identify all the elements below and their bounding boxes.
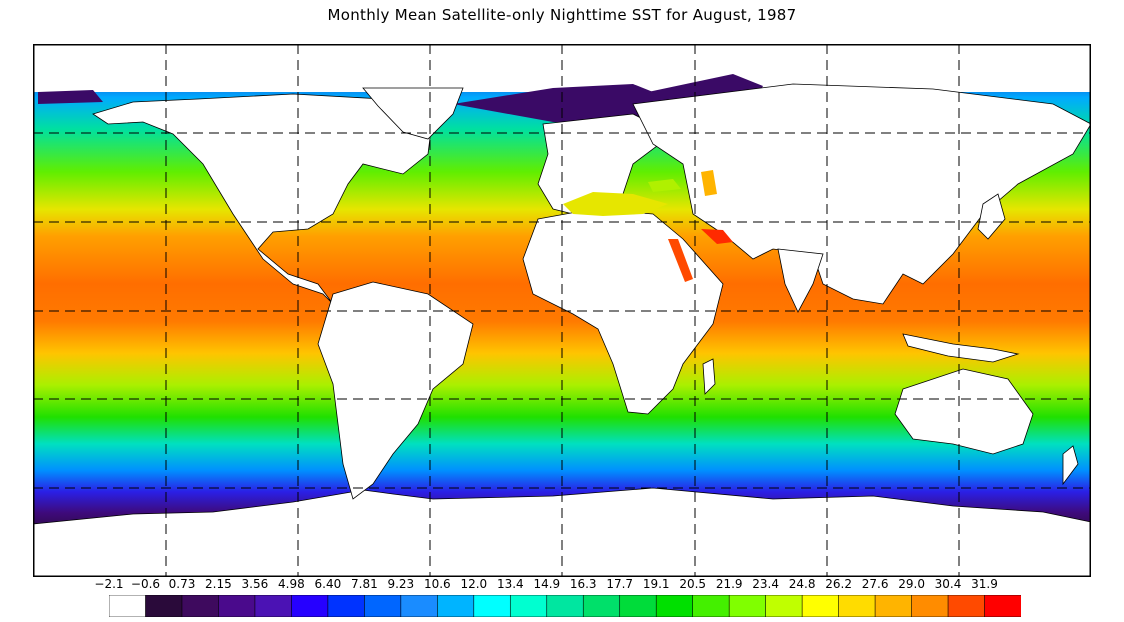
red-sea xyxy=(668,239,693,282)
colorbar-label: 6.40 xyxy=(314,577,342,591)
colorbar xyxy=(109,595,1021,617)
colorbar-swatch xyxy=(218,595,256,617)
colorbar-swatch xyxy=(109,595,147,617)
colorbar-label: 10.6 xyxy=(423,577,451,591)
colorbar-labels: −2.1 −0.6 0.73 2.15 3.56 4.98 6.40 7.81 9.23 10.6… xyxy=(0,577,1124,593)
colorbar-swatch xyxy=(181,595,220,617)
colorbar-label: 12.0 xyxy=(460,577,488,591)
colorbar-label: 27.6 xyxy=(861,577,889,591)
colorbar-label: 30.4 xyxy=(934,577,962,591)
colorbar-label: −2.1 xyxy=(94,577,124,591)
colorbar-swatch xyxy=(874,595,913,617)
colorbar-swatch xyxy=(364,595,402,617)
colorbar-label: −0.6 xyxy=(130,577,161,591)
colorbar-label: 17.7 xyxy=(606,577,634,591)
north-america xyxy=(92,93,434,305)
arctic-sea-edge xyxy=(38,90,103,104)
persian-gulf xyxy=(701,229,733,244)
south-america xyxy=(317,281,474,500)
colorbar-label: 4.98 xyxy=(278,577,305,591)
colorbar-label: 31.9 xyxy=(971,577,998,591)
colorbar-swatch xyxy=(728,595,767,617)
colorbar-swatch xyxy=(437,595,475,617)
colorbar-label: 3.56 xyxy=(241,577,269,591)
colorbar-label: 20.5 xyxy=(679,577,707,591)
colorbar-swatch xyxy=(947,595,986,617)
map-frame xyxy=(33,44,1091,577)
colorbar-swatch xyxy=(145,595,183,617)
colorbar-label: 19.1 xyxy=(642,577,670,591)
africa xyxy=(522,208,724,415)
colorbar-label: 14.9 xyxy=(533,577,561,591)
mediterranean-sea xyxy=(563,192,668,216)
colorbar-swatch xyxy=(838,595,876,617)
colorbar-label: 13.4 xyxy=(496,577,524,591)
colorbar-swatch xyxy=(765,595,803,617)
asia xyxy=(632,83,1091,305)
colorbar-label: 16.3 xyxy=(569,577,597,591)
colorbar-label: 29.0 xyxy=(898,577,925,591)
caspian-sea xyxy=(701,170,717,196)
colorbar-label: 24.8 xyxy=(788,577,816,591)
colorbar-swatch xyxy=(473,595,512,617)
colorbar-swatch xyxy=(801,595,840,617)
madagascar xyxy=(702,358,716,395)
colorbar-swatch xyxy=(254,595,293,617)
colorbar-swatch xyxy=(546,595,585,617)
chart-title: Monthly Mean Satellite-only Nighttime SS… xyxy=(327,6,797,24)
colorbar-swatch xyxy=(582,595,621,617)
colorbar-swatch xyxy=(327,595,366,617)
barents-sea xyxy=(453,84,673,124)
new-zealand xyxy=(1062,445,1079,486)
colorbar-label: 0.73 xyxy=(168,577,196,591)
colorbar-swatch xyxy=(911,595,949,617)
colorbar-label: 7.81 xyxy=(351,577,378,591)
colorbar-label: 21.9 xyxy=(715,577,743,591)
colorbar-label: 23.4 xyxy=(752,577,779,591)
black-sea xyxy=(648,179,681,192)
sst-map xyxy=(33,44,1091,577)
india xyxy=(777,248,824,313)
colorbar-swatch xyxy=(291,595,329,617)
colorbar-swatch xyxy=(692,595,730,617)
colorbar-swatch xyxy=(619,595,658,617)
australia xyxy=(894,368,1034,455)
colorbar-label: 2.15 xyxy=(205,577,232,591)
japan xyxy=(977,193,1006,240)
colorbar-label: 9.23 xyxy=(387,577,415,591)
greenland xyxy=(362,87,464,140)
graticule xyxy=(33,44,1091,577)
colorbar-swatch xyxy=(655,595,694,617)
colorbar-swatch xyxy=(984,595,1021,617)
indonesia xyxy=(902,333,1020,363)
colorbar-swatch xyxy=(400,595,439,617)
colorbar-swatch xyxy=(509,595,548,617)
colorbar-label: 26.2 xyxy=(825,577,852,591)
